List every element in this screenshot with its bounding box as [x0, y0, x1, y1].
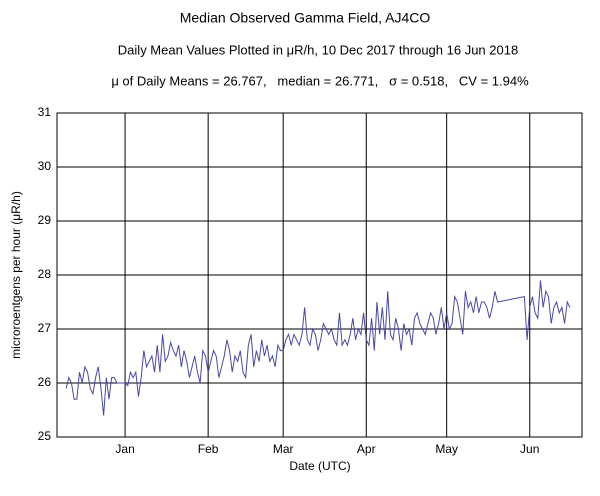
data-line	[65, 280, 571, 416]
x-tick-label: May	[435, 442, 458, 456]
y-tick-label: 26	[38, 375, 52, 389]
x-tick-label: Mar	[273, 442, 294, 456]
y-tick-label: 28	[38, 267, 52, 281]
y-axis-label: microroentgens per hour (μR/h)	[9, 191, 23, 359]
x-tick-label: Feb	[198, 442, 219, 456]
chart-title: Median Observed Gamma Field, AJ4CO	[180, 10, 431, 26]
x-tick-label: Jan	[115, 442, 134, 456]
x-tick-label: Apr	[357, 442, 376, 456]
plot-frame	[56, 112, 583, 438]
y-tick-label: 27	[38, 321, 52, 335]
y-tick-label: 29	[38, 213, 52, 227]
y-tick-label: 31	[38, 105, 52, 119]
chart-subtitle: Daily Mean Values Plotted in μR/h, 10 De…	[118, 42, 518, 57]
x-tick-label: Jun	[520, 442, 539, 456]
x-axis-label: Date (UTC)	[289, 459, 350, 473]
stats-annotation: μ of Daily Means = 26.767, median = 26.7…	[111, 73, 529, 88]
y-tick-label: 25	[38, 429, 52, 443]
y-tick-label: 30	[38, 159, 52, 173]
